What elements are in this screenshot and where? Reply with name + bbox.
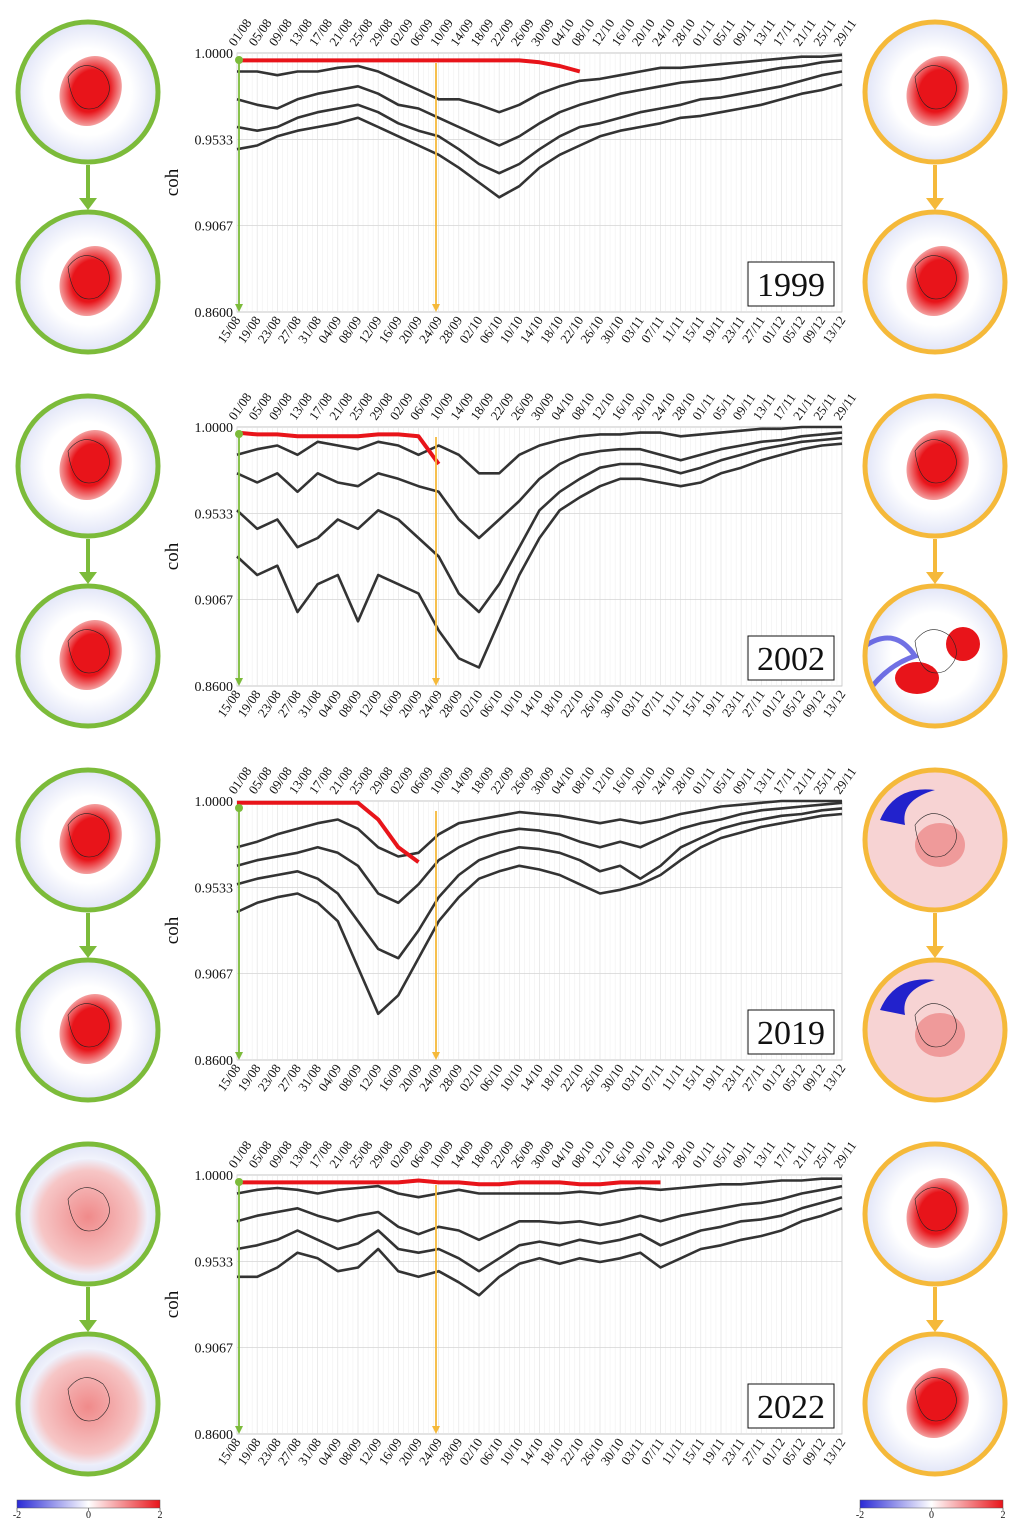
arrow-head [79, 198, 97, 210]
vortex [915, 823, 965, 867]
y-axis-label: coh [162, 1290, 183, 1318]
arrow-head [926, 946, 944, 958]
colorbar-tick-label: 0 [929, 1510, 934, 1521]
y-tick-label: 1.0000 [195, 1169, 234, 1184]
year-label: 2022 [757, 1389, 825, 1426]
x-tick-label: 13/12 [819, 687, 848, 720]
start-dot [235, 1178, 243, 1186]
y-tick-label: 1.0000 [195, 47, 234, 62]
arrow-head [926, 572, 944, 584]
y-tick-label: 1.0000 [195, 795, 234, 810]
figure: -202-2020.86000.90670.95331.000015/0801/… [0, 0, 1010, 1522]
colorbar-tick-label: -2 [13, 1510, 21, 1521]
x-top-tick-label: 29/11 [830, 16, 859, 48]
x-tick-label: 13/12 [819, 313, 848, 346]
colorbar-tick-label: 2 [158, 1510, 163, 1521]
y-tick-label: 0.9067 [195, 594, 234, 609]
start-dot [235, 56, 243, 64]
x-tick-label: 13/12 [819, 1435, 848, 1468]
vortex [28, 1159, 148, 1275]
colorbar-left [17, 1500, 160, 1508]
y-tick-label: 0.9067 [195, 968, 234, 983]
start-dot [235, 804, 243, 812]
colorbar-tick-label: -2 [856, 1510, 864, 1521]
x-tick-label: 13/12 [819, 1061, 848, 1094]
arrow-head [79, 946, 97, 958]
x-top-tick-label: 29/11 [830, 1138, 859, 1170]
y-tick-label: 0.9533 [195, 133, 234, 148]
colorbar-tick-label: 0 [86, 1510, 91, 1521]
y-tick-label: 0.9067 [195, 220, 234, 235]
y-tick-label: 0.9533 [195, 507, 234, 522]
y-axis-label: coh [162, 168, 183, 196]
arrow-head [926, 198, 944, 210]
colorbar-tick-label: 2 [1001, 1510, 1006, 1521]
year-label: 2019 [757, 1015, 825, 1052]
year-label: 1999 [757, 267, 825, 304]
y-tick-label: 0.9067 [195, 1342, 234, 1357]
arrow-head [79, 1320, 97, 1332]
vortex [946, 627, 980, 661]
y-tick-label: 0.9533 [195, 881, 234, 896]
vortex [915, 1013, 965, 1057]
start-dot [235, 430, 243, 438]
colorbar-right [860, 1500, 1003, 1508]
y-tick-label: 0.9533 [195, 1255, 234, 1270]
x-top-tick-label: 29/11 [830, 390, 859, 422]
y-tick-label: 1.0000 [195, 421, 234, 436]
y-axis-label: coh [162, 542, 183, 570]
y-axis-label: coh [162, 916, 183, 944]
vortex [28, 1349, 148, 1465]
vortex [895, 662, 939, 694]
year-label: 2002 [757, 641, 825, 678]
arrow-head [926, 1320, 944, 1332]
arrow-head [79, 572, 97, 584]
x-top-tick-label: 29/11 [830, 764, 859, 796]
